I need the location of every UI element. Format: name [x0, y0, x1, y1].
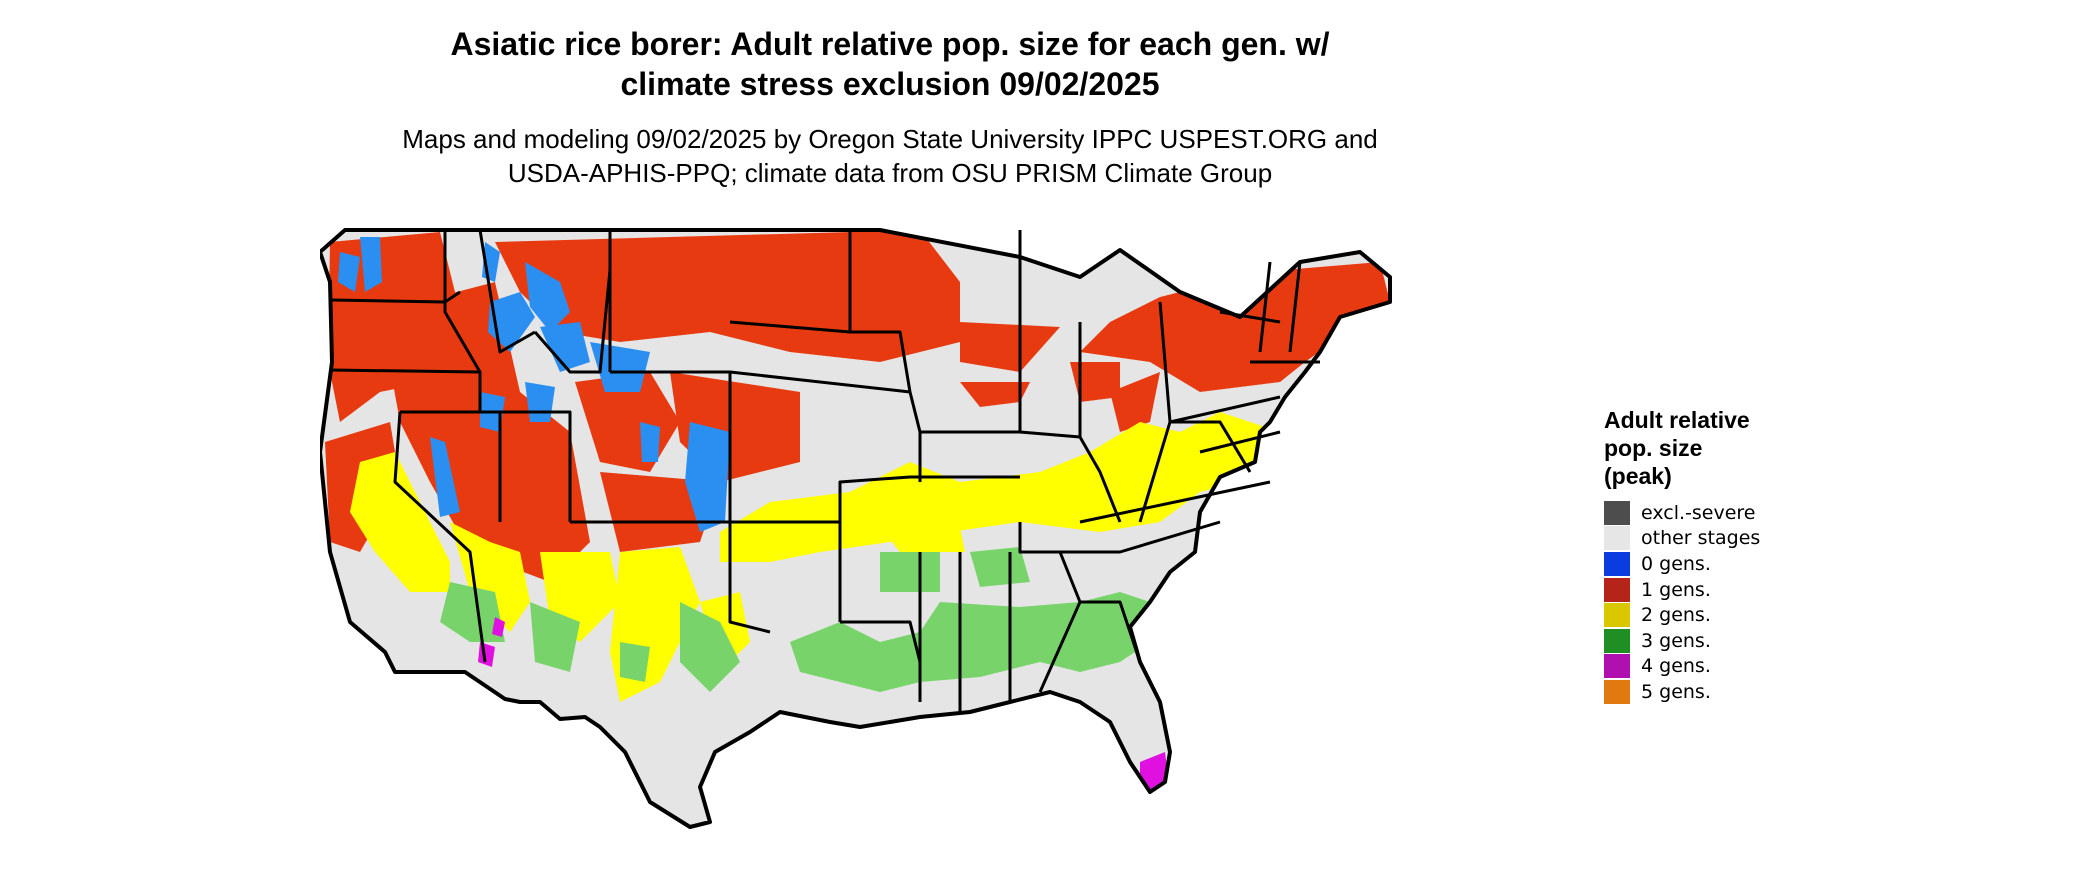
legend-swatch	[1604, 577, 1630, 602]
us-map	[320, 228, 1392, 829]
legend-label: 2 gens.	[1641, 604, 1711, 627]
legend-swatch	[1604, 603, 1630, 628]
legend-label: 1 gens.	[1641, 578, 1711, 601]
legend: Adult relative pop. size (peak) excl.-se…	[1604, 406, 1824, 705]
subtitle-line-1: Maps and modeling 09/02/2025 by Oregon S…	[402, 124, 1378, 154]
legend-item: 1 gens.	[1604, 577, 1824, 603]
legend-item: other stages	[1604, 526, 1824, 552]
legend-item: excl.-severe	[1604, 500, 1824, 526]
legend-title-line-3: (peak)	[1604, 463, 1672, 489]
legend-item: 3 gens.	[1604, 628, 1824, 654]
legend-label: 5 gens.	[1641, 680, 1711, 703]
legend-item: 2 gens.	[1604, 602, 1824, 628]
map-title: Asiatic rice borer: Adult relative pop. …	[300, 24, 1480, 104]
legend-swatch	[1604, 654, 1630, 679]
legend-swatch	[1604, 526, 1630, 551]
two-gen-region	[350, 412, 1280, 702]
legend-label: 4 gens.	[1641, 655, 1711, 678]
legend-title-line-2: pop. size	[1604, 435, 1703, 461]
title-line-1: Asiatic rice borer: Adult relative pop. …	[450, 26, 1330, 62]
legend-swatch	[1604, 628, 1630, 653]
legend-items: excl.-severe other stages 0 gens. 1 gens. 2 …	[1604, 500, 1824, 705]
legend-item: 0 gens.	[1604, 551, 1824, 577]
subtitle-line-2: USDA-APHIS-PPQ; climate data from OSU PR…	[507, 158, 1273, 188]
legend-swatch	[1604, 500, 1630, 525]
map-subtitle: Maps and modeling 09/02/2025 by Oregon S…	[300, 122, 1480, 190]
state-borders	[320, 228, 1392, 829]
legend-swatch	[1604, 551, 1630, 576]
title-line-2: climate stress exclusion 09/02/2025	[620, 66, 1160, 102]
legend-swatch	[1604, 679, 1630, 704]
legend-title-line-1: Adult relative	[1604, 407, 1750, 433]
legend-title: Adult relative pop. size (peak)	[1604, 406, 1824, 490]
legend-item: 4 gens.	[1604, 654, 1824, 680]
legend-label: other stages	[1641, 527, 1761, 550]
legend-label: excl.-severe	[1641, 501, 1756, 524]
legend-label: 0 gens.	[1641, 552, 1711, 575]
legend-item: 5 gens.	[1604, 679, 1824, 705]
legend-label: 3 gens.	[1641, 629, 1711, 652]
three-gen-region	[440, 547, 1150, 692]
